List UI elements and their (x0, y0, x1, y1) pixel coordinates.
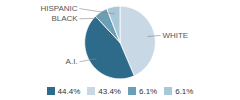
svg-text:BLACK: BLACK (51, 14, 78, 23)
html-text:43.4%: 43.4% (98, 86, 121, 96)
html-text:44.4%: 44.4% (57, 86, 81, 96)
html-text:6.1%: 6.1% (139, 86, 158, 96)
svg-text:HISPANIC: HISPANIC (40, 4, 77, 13)
svg-text:A.I.: A.I. (66, 57, 78, 66)
html-text:6.1%: 6.1% (175, 86, 194, 96)
svg-text:WHITE: WHITE (162, 31, 188, 40)
